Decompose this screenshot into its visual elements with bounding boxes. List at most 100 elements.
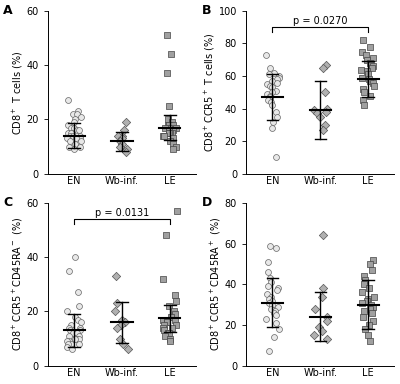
Point (274, 287, 280, 293)
Point (116, 336, 123, 342)
Point (370, 63, 376, 70)
Point (72, 141, 78, 147)
Point (164, 70, 170, 76)
Point (67, 138, 74, 144)
Point (320, 232, 326, 238)
Point (124, 146, 130, 152)
Point (164, 116, 171, 122)
Point (167, 138, 174, 144)
Point (364, 71, 371, 78)
Point (367, 44, 374, 50)
Point (268, 279, 274, 285)
Point (160, 276, 166, 282)
Point (265, 269, 271, 275)
Text: C: C (3, 197, 12, 209)
Point (369, 310, 376, 316)
Point (362, 277, 368, 283)
Point (68, 130, 74, 136)
Point (314, 110, 320, 116)
Point (324, 314, 330, 320)
Point (166, 103, 172, 109)
Point (64, 344, 70, 350)
Point (112, 273, 119, 279)
Point (370, 79, 376, 86)
Point (358, 74, 365, 81)
Point (369, 65, 375, 71)
Point (170, 127, 176, 133)
Point (161, 132, 167, 139)
Point (165, 330, 171, 336)
Point (266, 243, 273, 249)
Point (312, 306, 318, 312)
Point (170, 141, 176, 147)
Point (166, 122, 172, 128)
Point (164, 32, 170, 38)
Point (367, 338, 373, 344)
Point (360, 98, 366, 104)
Point (363, 52, 369, 58)
Point (118, 132, 125, 139)
Point (114, 324, 120, 331)
Point (69, 130, 76, 136)
Point (276, 326, 282, 332)
Point (264, 81, 270, 87)
Point (310, 107, 317, 113)
Point (359, 290, 366, 296)
Point (321, 89, 328, 95)
Point (72, 135, 79, 141)
Point (366, 60, 373, 66)
Point (66, 324, 73, 331)
Point (120, 341, 126, 347)
Point (166, 303, 172, 309)
Point (320, 127, 326, 133)
Point (170, 122, 176, 128)
Point (66, 144, 72, 150)
Point (160, 324, 166, 331)
Point (72, 116, 78, 122)
Point (72, 314, 78, 320)
Point (358, 66, 364, 73)
Point (119, 316, 126, 323)
Point (162, 124, 168, 131)
Point (266, 96, 273, 102)
Point (359, 300, 366, 306)
Point (275, 285, 282, 291)
Point (323, 106, 330, 112)
Point (320, 65, 326, 71)
Point (114, 300, 120, 306)
Point (270, 70, 277, 76)
Point (64, 338, 71, 344)
Point (273, 109, 280, 115)
Point (65, 122, 71, 128)
Point (269, 78, 275, 84)
Point (364, 298, 370, 304)
Point (266, 300, 272, 306)
Point (263, 316, 269, 322)
Point (269, 301, 276, 308)
Point (170, 308, 177, 314)
Point (71, 119, 77, 125)
Point (360, 86, 366, 92)
Point (169, 324, 176, 331)
Point (172, 292, 178, 298)
Point (321, 122, 328, 128)
Point (365, 332, 372, 338)
Point (264, 259, 271, 265)
Point (268, 298, 275, 304)
Y-axis label: CD8$^+$CCR5$^+$CD45RA$^+$ (%): CD8$^+$CCR5$^+$CD45RA$^+$ (%) (209, 217, 223, 351)
Point (66, 333, 72, 339)
Point (366, 285, 373, 291)
Point (361, 89, 368, 95)
Y-axis label: CD8$^+$ T cells (%): CD8$^+$ T cells (%) (11, 50, 25, 134)
Point (162, 333, 168, 339)
Point (70, 132, 77, 139)
Point (165, 122, 171, 128)
Point (268, 306, 274, 312)
Point (172, 322, 179, 328)
Point (170, 135, 176, 141)
Point (264, 91, 270, 97)
Point (68, 322, 74, 328)
Point (77, 132, 83, 139)
Point (274, 76, 280, 82)
Point (367, 93, 374, 99)
